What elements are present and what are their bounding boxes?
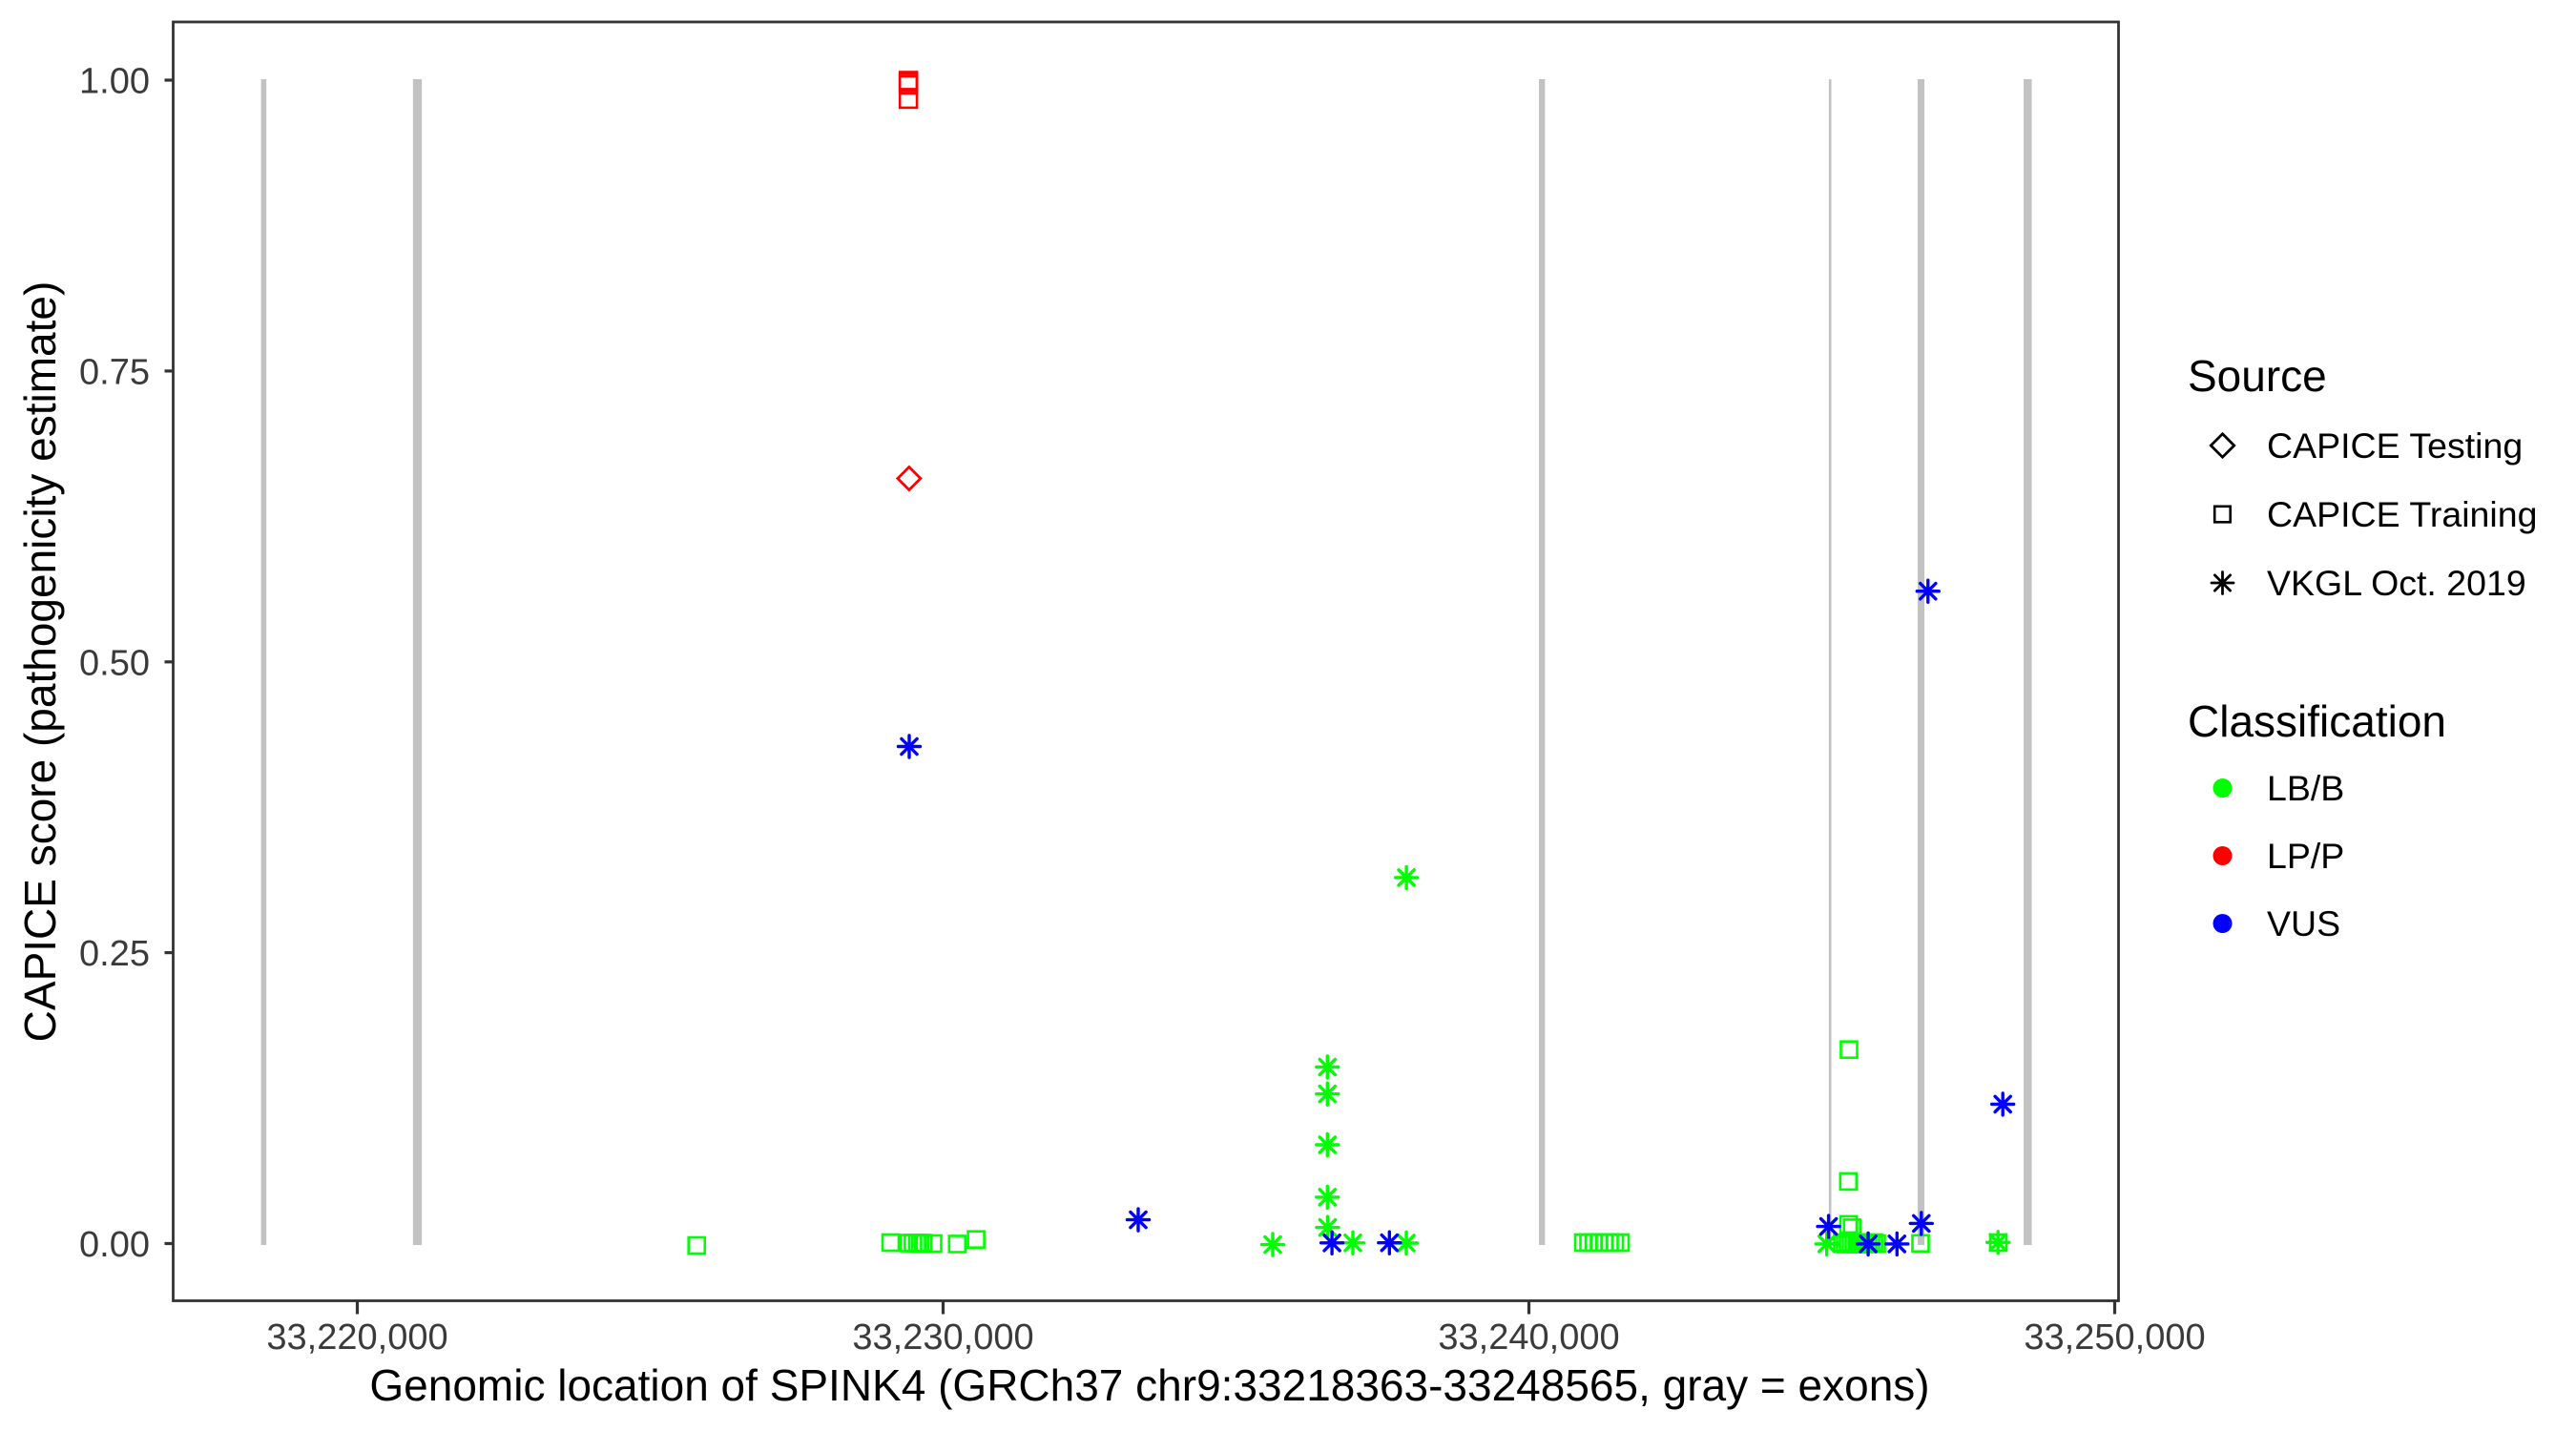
svg-text:33,230,000: 33,230,000 <box>852 1317 1033 1358</box>
svg-text:33,220,000: 33,220,000 <box>266 1317 447 1358</box>
svg-text:VUS: VUS <box>2267 903 2340 944</box>
svg-text:33,250,000: 33,250,000 <box>2024 1317 2205 1358</box>
svg-text:LP/P: LP/P <box>2267 836 2344 876</box>
svg-text:0.50: 0.50 <box>79 643 150 683</box>
svg-text:CAPICE score (pathogenicity es: CAPICE score (pathogenicity estimate) <box>15 281 65 1043</box>
svg-text:0.75: 0.75 <box>79 352 150 392</box>
svg-text:0.25: 0.25 <box>79 934 150 974</box>
svg-text:Source: Source <box>2188 351 2327 401</box>
svg-text:CAPICE Training: CAPICE Training <box>2267 494 2537 534</box>
svg-text:LB/B: LB/B <box>2267 768 2344 808</box>
svg-text:CAPICE Testing: CAPICE Testing <box>2267 425 2523 466</box>
svg-text:VKGL Oct. 2019: VKGL Oct. 2019 <box>2267 563 2526 603</box>
svg-text:1.00: 1.00 <box>79 62 150 102</box>
svg-text:33,240,000: 33,240,000 <box>1438 1317 1619 1358</box>
svg-text:0.00: 0.00 <box>79 1225 150 1265</box>
svg-text:Classification: Classification <box>2188 696 2446 746</box>
svg-text:Genomic location of SPINK4 (GR: Genomic location of SPINK4 (GRCh37 chr9:… <box>369 1360 1929 1410</box>
